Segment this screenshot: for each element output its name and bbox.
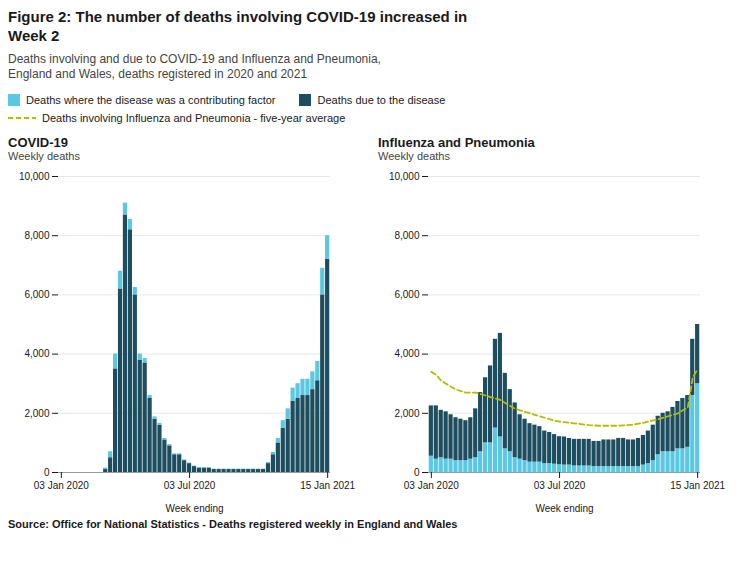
svg-text:15 Jan 2021: 15 Jan 2021 <box>670 479 725 490</box>
svg-text:03 Jan 2020: 03 Jan 2020 <box>404 479 459 490</box>
html-text:COVID-19: COVID-19 <box>8 134 68 150</box>
svg-text:4,000: 4,000 <box>24 348 49 359</box>
svg-text:4,000: 4,000 <box>394 348 419 359</box>
html-text:Week 2: Week 2 <box>8 26 60 44</box>
svg-text:03 Jan 2020: 03 Jan 2020 <box>34 479 89 490</box>
svg-text:Week ending: Week ending <box>165 502 223 513</box>
svg-text:2,000: 2,000 <box>394 407 419 418</box>
svg-text:6,000: 6,000 <box>24 289 49 300</box>
svg-text:8,000: 8,000 <box>394 230 419 241</box>
html-text:Deaths where the disease was a: Deaths where the disease was a contribut… <box>26 93 276 106</box>
html-text:Deaths due to the disease: Deaths due to the disease <box>317 93 446 106</box>
html-text:Deaths involving Influenza and: Deaths involving Influenza and Pneumonia… <box>42 111 346 124</box>
html-text:Deaths involving and due to CO: Deaths involving and due to COVID-19 and… <box>8 51 381 66</box>
html-text:England and Wales, deaths regi: England and Wales, deaths registered in … <box>8 67 308 82</box>
html-text:Figure 2: The number of deaths: Figure 2: The number of deaths involving… <box>8 8 468 25</box>
html-text:Source: Office for National St: Source: Office for National Statistics -… <box>8 517 458 530</box>
svg-text:8,000: 8,000 <box>24 230 49 241</box>
svg-text:03 Jul 2020: 03 Jul 2020 <box>534 479 586 490</box>
html-text:Weekly deaths: Weekly deaths <box>8 149 80 162</box>
svg-text:Week ending: Week ending <box>535 502 593 513</box>
svg-text:03 Jul 2020: 03 Jul 2020 <box>164 479 216 490</box>
svg-text:10,000: 10,000 <box>389 170 420 181</box>
html-text:Weekly deaths: Weekly deaths <box>378 149 450 162</box>
svg-text:0: 0 <box>414 466 420 477</box>
svg-text:2,000: 2,000 <box>24 407 49 418</box>
html-text:Influenza and Pneumonia: Influenza and Pneumonia <box>378 134 535 150</box>
svg-text:15 Jan 2021: 15 Jan 2021 <box>300 479 355 490</box>
svg-text:6,000: 6,000 <box>394 289 419 300</box>
svg-text:0: 0 <box>44 466 50 477</box>
svg-text:10,000: 10,000 <box>19 170 50 181</box>
